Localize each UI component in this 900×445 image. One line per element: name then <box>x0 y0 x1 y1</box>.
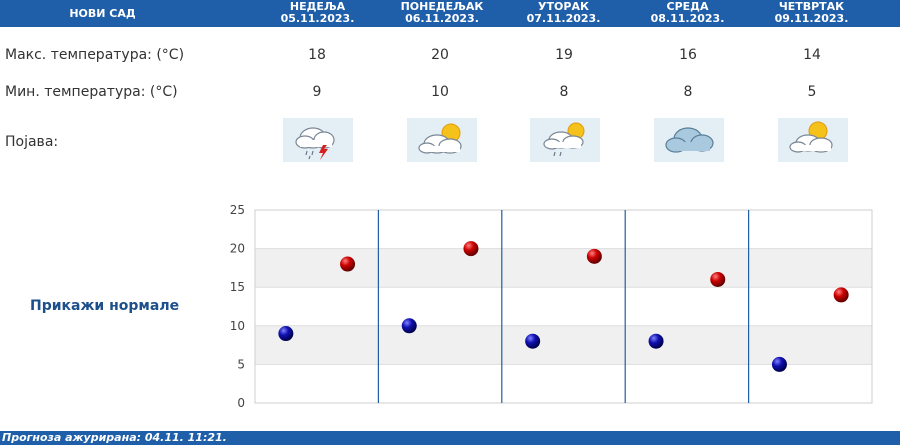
grid-band <box>255 364 872 403</box>
min-temp-value: 5 <box>807 84 817 100</box>
min-temp-point <box>401 318 417 334</box>
max-temp-label: Макс. температура: (°C) <box>5 47 185 63</box>
min-temp-value: 8 <box>559 84 569 100</box>
day-date: 05.11.2023. <box>280 12 355 25</box>
city-name: НОВИ САД <box>69 7 136 20</box>
day-header-4: СРЕДА 08.11.2023. <box>640 0 735 27</box>
max-temp-point <box>833 287 849 303</box>
max-temp-value: 18 <box>308 47 326 63</box>
partly-cloudy-icon <box>778 118 848 162</box>
day-date: 09.11.2023. <box>774 12 849 25</box>
grid-band <box>255 248 872 288</box>
min-temp-value: 10 <box>431 84 449 100</box>
max-temp-point <box>463 241 479 257</box>
min-temp-point <box>278 326 294 342</box>
min-temp-value: 9 <box>312 84 322 100</box>
min-temp-point <box>525 333 541 349</box>
day-date: 07.11.2023. <box>526 12 601 25</box>
day-header-2: ПОНЕДЕЉАК 06.11.2023. <box>387 0 497 27</box>
max-temp-value: 19 <box>555 47 573 63</box>
day-header-1: НЕДЕЉА 05.11.2023. <box>270 0 365 27</box>
show-normals-link[interactable]: Прикажи нормале <box>30 298 180 314</box>
update-footer: Прогноза ажурирана: 04.11. 11:21. <box>0 431 900 445</box>
min-temp-value: 8 <box>683 84 693 100</box>
day-name: НЕДЕЉА <box>289 0 346 13</box>
cloud-icon <box>654 118 724 162</box>
y-tick-label: 15 <box>230 280 245 294</box>
y-tick-label: 10 <box>230 319 245 333</box>
day-date: 08.11.2023. <box>650 12 725 25</box>
min-temp-label: Мин. температура: (°C) <box>5 84 178 100</box>
y-tick-label: 5 <box>237 357 245 371</box>
grid-band <box>255 325 872 365</box>
y-tick-label: 0 <box>237 396 245 410</box>
day-name: УТОРАК <box>538 0 589 13</box>
max-temp-point <box>340 256 356 272</box>
temperature-chart: 0 5 10 15 20 25 <box>230 203 873 410</box>
max-temp-value: 14 <box>803 47 821 63</box>
y-tick-label: 20 <box>230 242 245 256</box>
day-name: ЧЕТВРТАК <box>778 0 845 13</box>
forecast-header: НОВИ САД НЕДЕЉА 05.11.2023. ПОНЕДЕЉАК 06… <box>0 0 900 27</box>
min-temp-point <box>648 333 664 349</box>
min-temp-point <box>771 356 787 372</box>
partly-cloudy-drizzle-icon <box>530 118 600 162</box>
phenomena-label: Појава: <box>5 134 59 150</box>
day-name: СРЕДА <box>666 0 709 13</box>
y-tick-label: 25 <box>230 203 245 217</box>
plot-border <box>254 209 873 404</box>
grid-band <box>255 287 872 326</box>
max-temp-value: 20 <box>431 47 449 63</box>
max-temp-point <box>586 248 602 264</box>
day-name: ПОНЕДЕЉАК <box>400 0 484 13</box>
grid-band <box>255 210 872 249</box>
day-header-3: УТОРАК 07.11.2023. <box>516 0 611 27</box>
day-date: 06.11.2023. <box>405 12 479 25</box>
max-temp-point <box>710 271 726 287</box>
cloud-rain-lightning-icon <box>283 118 353 162</box>
partly-cloudy-icon <box>407 118 477 162</box>
max-temp-value: 16 <box>679 47 697 63</box>
day-header-5: ЧЕТВРТАК 09.11.2023. <box>764 0 859 27</box>
